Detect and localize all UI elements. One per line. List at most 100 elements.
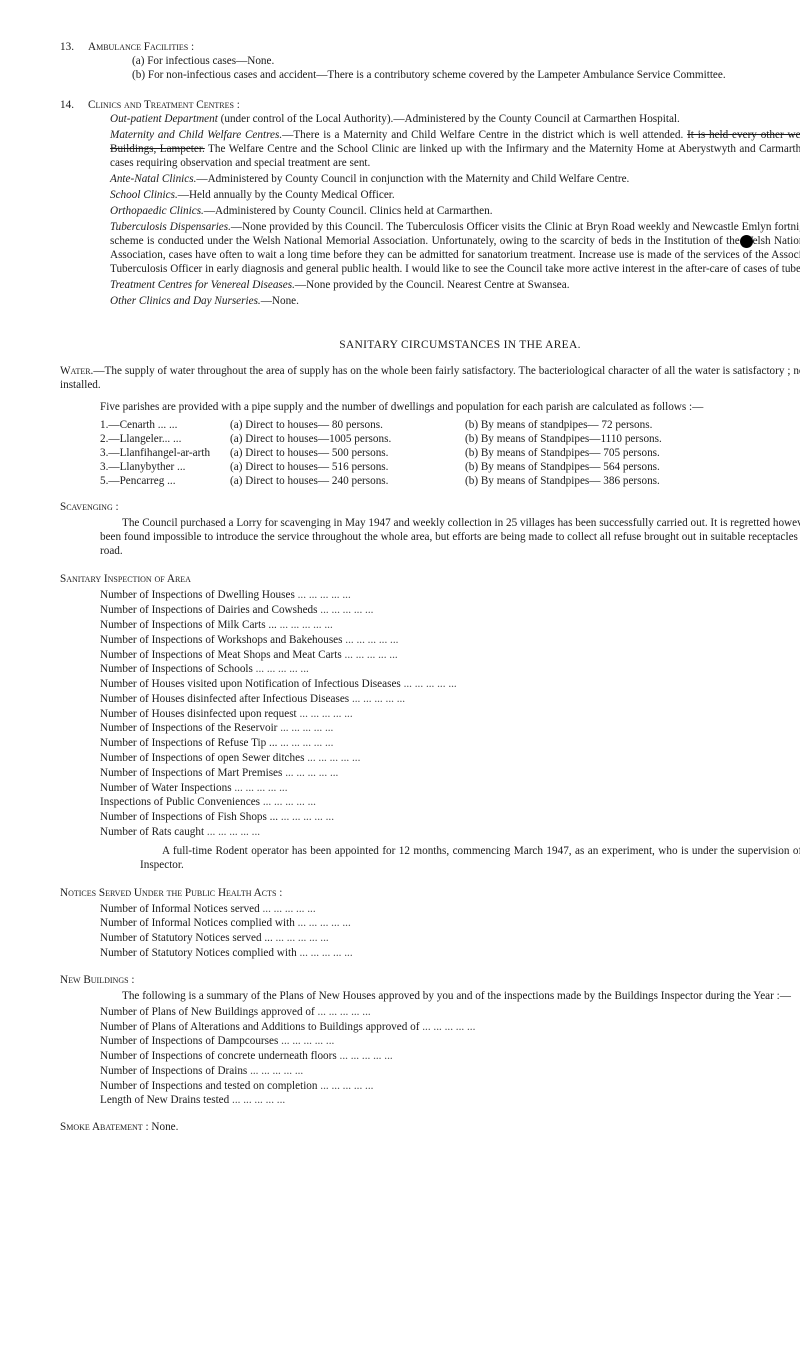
- outpatient-text: (under control of the Local Authority).—…: [218, 113, 680, 125]
- table-row: Number of Statutory Notices served ... .…: [100, 931, 800, 946]
- item13-a: (a) For infectious cases—None.: [132, 55, 274, 67]
- supply-col-a: (a) Direct to houses— 516 persons.: [230, 460, 465, 474]
- table-row: Number of Inspections of open Sewer ditc…: [100, 751, 800, 766]
- row-label: Number of Inspections of Meat Shops and …: [100, 648, 570, 663]
- supply-col-b: (b) By means of Standpipes—1110 persons.: [465, 432, 800, 446]
- table-row: Number of Rats caught ... ... ... ... ..…: [100, 825, 800, 840]
- table-row: Number of Inspections of Dairies and Cow…: [100, 603, 800, 618]
- table-row: Number of Houses disinfected after Infec…: [100, 692, 800, 707]
- table-row: Number of Inspections of Mart Premises .…: [100, 766, 800, 781]
- supply-col-name: 2.—Llangeler... ...: [100, 432, 230, 446]
- table-row: Number of Houses visited upon Notificati…: [100, 677, 800, 692]
- ortho-title: Orthopaedic Clinics.: [110, 205, 204, 217]
- table-row: Number of Plans of Alterations and Addit…: [100, 1020, 800, 1035]
- scavenging-body: The Council purchased a Lorry for scaven…: [100, 517, 800, 557]
- row-label: Number of Inspections of Fish Shops ... …: [100, 810, 570, 825]
- supply-col-b: (b) By means of Standpipes— 705 persons.: [465, 446, 800, 460]
- row-label: Number of Inspections of Schools ... ...…: [100, 662, 570, 677]
- table-row: Number of Statutory Notices complied wit…: [100, 946, 800, 961]
- row-label: Number of Water Inspections ... ... ... …: [100, 781, 570, 796]
- inspection-footnote: A full-time Rodent operator has been app…: [140, 845, 800, 871]
- school-text: —Held annually by the County Medical Off…: [178, 189, 395, 201]
- supply-table: 1.—Cenarth ... ...(a) Direct to houses— …: [100, 418, 800, 488]
- tb-title: Tuberculosis Dispensaries.: [110, 221, 231, 233]
- school-title: School Clinics.: [110, 189, 178, 201]
- inspection-label: Sanitary Inspection of Area: [60, 573, 191, 585]
- row-label: Number of Inspections of Mart Premises .…: [100, 766, 570, 781]
- row-label: Number of Informal Notices served ... ..…: [100, 902, 570, 917]
- table-row: Number of Inspections and tested on comp…: [100, 1079, 800, 1094]
- table-row: Number of Inspections of concrete undern…: [100, 1049, 800, 1064]
- water-supply-intro: Five parishes are provided with a pipe s…: [100, 401, 703, 413]
- row-label: Inspections of Public Conveniences ... .…: [100, 795, 570, 810]
- supply-row: 2.—Llangeler... ...(a) Direct to houses—…: [100, 432, 800, 446]
- other-title: Other Clinics and Day Nurseries.: [110, 295, 261, 307]
- ortho-text: —Administered by County Council. Clinics…: [204, 205, 493, 217]
- row-label: Number of Inspections of Milk Carts ... …: [100, 618, 570, 633]
- table-row: Number of Inspections of Fish Shops ... …: [100, 810, 800, 825]
- table-row: Inspections of Public Conveniences ... .…: [100, 795, 800, 810]
- table-row: Number of Informal Notices served ... ..…: [100, 902, 800, 917]
- row-label: Number of Houses disinfected upon reques…: [100, 707, 570, 722]
- notices-section: Notices Served Under the Public Health A…: [60, 886, 800, 961]
- smoke-body: None.: [149, 1121, 179, 1133]
- row-label: Number of Inspections of open Sewer ditc…: [100, 751, 570, 766]
- antenatal-title: Ante-Natal Clinics.: [110, 173, 196, 185]
- supply-col-b: (b) By means of Standpipes— 386 persons.: [465, 474, 800, 488]
- row-label: Number of Inspections of Workshops and B…: [100, 633, 570, 648]
- table-row: Number of Plans of New Buildings approve…: [100, 1005, 800, 1020]
- item13-b: (b) For non-infectious cases and acciden…: [132, 69, 726, 81]
- buildings-label: New Buildings :: [60, 974, 134, 986]
- item-number: 13.: [60, 40, 88, 84]
- maternity-text-1: —There is a Maternity and Child Welfare …: [282, 129, 687, 141]
- row-label: Number of Houses disinfected after Infec…: [100, 692, 570, 707]
- row-label: Number of Inspections of Dampcourses ...…: [100, 1034, 570, 1049]
- table-row: Number of Inspections of Dwelling Houses…: [100, 588, 800, 603]
- table-row: Number of Inspections of Meat Shops and …: [100, 648, 800, 663]
- table-row: Number of Inspections of Schools ... ...…: [100, 662, 800, 677]
- row-label: Number of Plans of Alterations and Addit…: [100, 1020, 570, 1035]
- table-row: Number of Inspections of Dampcourses ...…: [100, 1034, 800, 1049]
- row-label: Length of New Drains tested ... ... ... …: [100, 1093, 570, 1108]
- row-label: Number of Rats caught ... ... ... ... ..…: [100, 825, 570, 840]
- maternity-title: Maternity and Child Welfare Centres.: [110, 129, 282, 141]
- table-row: Number of Inspections of Drains ... ... …: [100, 1064, 800, 1079]
- row-label: Number of Inspections of Dairies and Cow…: [100, 603, 570, 618]
- supply-col-a: (a) Direct to houses— 240 persons.: [230, 474, 465, 488]
- table-row: Number of Inspections of Workshops and B…: [100, 633, 800, 648]
- supply-row: 3.—Llanfihangel-ar-arth(a) Direct to hou…: [100, 446, 800, 460]
- table-row: Number of Inspections of Refuse Tip ... …: [100, 736, 800, 751]
- vd-text: —None provided by the Council. Nearest C…: [295, 279, 570, 291]
- supply-col-b: (b) By means of Standpipes— 564 persons.: [465, 460, 800, 474]
- supply-col-a: (a) Direct to houses— 500 persons.: [230, 446, 465, 460]
- table-row: Number of Inspections of Milk Carts ... …: [100, 618, 800, 633]
- row-label: Number of Inspections of concrete undern…: [100, 1049, 570, 1064]
- buildings-intro: The following is a summary of the Plans …: [122, 990, 791, 1002]
- antenatal-text: —Administered by County Council in conju…: [196, 173, 629, 185]
- smoke-label: Smoke Abatement :: [60, 1121, 149, 1133]
- supply-row: 1.—Cenarth ... ...(a) Direct to houses— …: [100, 418, 800, 432]
- item13-title: Ambulance Facilities :: [88, 41, 194, 53]
- row-label: Number of Inspections of Refuse Tip ... …: [100, 736, 570, 751]
- table-row: Number of Inspections of the Reservoir .…: [100, 721, 800, 736]
- supply-col-name: 5.—Pencarreg ...: [100, 474, 230, 488]
- scavenging-section: Scavenging : The Council purchased a Lor…: [60, 500, 800, 558]
- row-label: Number of Inspections and tested on comp…: [100, 1079, 570, 1094]
- water-section: Water.—The supply of water throughout th…: [60, 364, 800, 488]
- outpatient-title: Out-patient Department: [110, 113, 218, 125]
- buildings-section: New Buildings : The following is a summa…: [60, 973, 800, 1108]
- row-label: Number of Informal Notices complied with…: [100, 916, 570, 931]
- supply-col-b: (b) By means of standpipes— 72 persons.: [465, 418, 800, 432]
- vd-title: Treatment Centres for Venereal Diseases.: [110, 279, 295, 291]
- table-row: Number of Informal Notices complied with…: [100, 916, 800, 931]
- table-row: Length of New Drains tested ... ... ... …: [100, 1093, 800, 1108]
- supply-row: 5.—Pencarreg ...(a) Direct to houses— 24…: [100, 474, 800, 488]
- water-label: Water.: [60, 365, 93, 377]
- row-label: Number of Inspections of Drains ... ... …: [100, 1064, 570, 1079]
- water-body: —The supply of water throughout the area…: [60, 365, 800, 391]
- item-number: 14.: [60, 98, 88, 310]
- other-text: —None.: [261, 295, 299, 307]
- smoke-section: Smoke Abatement : None.: [60, 1120, 800, 1134]
- row-label: Number of Statutory Notices served ... .…: [100, 931, 570, 946]
- supply-col-name: 3.—Llanybyther ...: [100, 460, 230, 474]
